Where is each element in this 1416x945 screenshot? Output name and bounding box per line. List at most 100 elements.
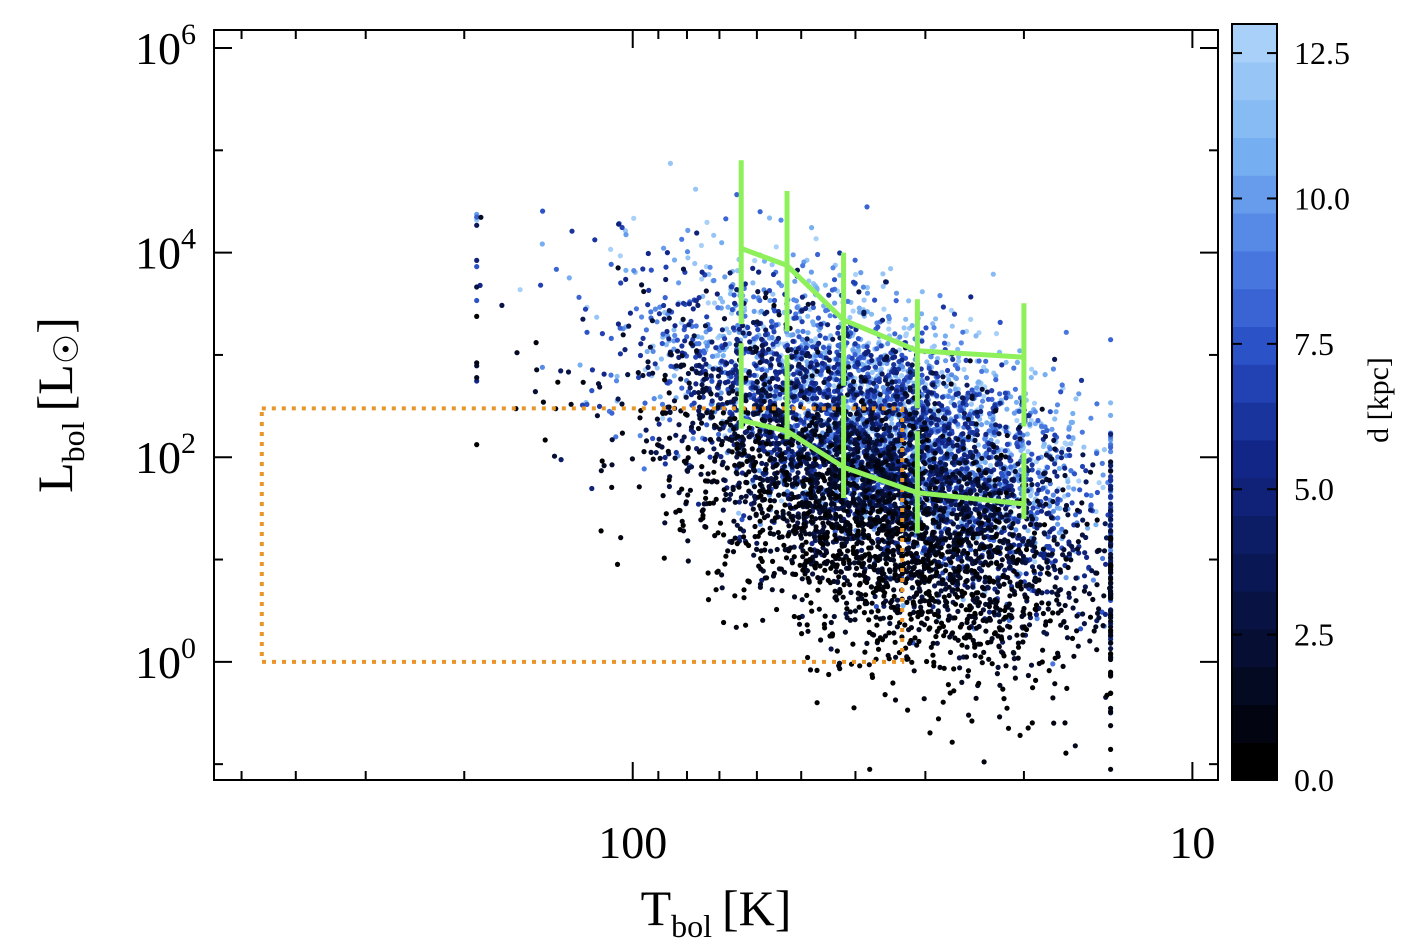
scatter-point — [882, 398, 888, 404]
scatter-point — [676, 422, 682, 428]
scatter-point — [671, 373, 677, 379]
scatter-point — [474, 264, 480, 270]
scatter-point — [709, 398, 715, 404]
scatter-point — [978, 568, 985, 574]
scatter-point — [934, 422, 940, 428]
scatter-point — [722, 336, 728, 342]
scatter-point — [1054, 505, 1060, 511]
scatter-point — [722, 274, 728, 280]
scatter-point — [825, 322, 831, 328]
scatter-point — [1069, 419, 1075, 425]
scatter-point — [811, 534, 818, 540]
scatter-point — [800, 328, 806, 334]
scatter-point — [981, 364, 987, 370]
scatter-point — [1071, 471, 1078, 477]
scatter-point — [752, 258, 758, 264]
scatter-point — [964, 466, 970, 472]
scatter-point — [910, 416, 916, 422]
scatter-point — [615, 396, 621, 402]
scatter-point — [1002, 567, 1008, 573]
scatter-point — [743, 493, 749, 499]
scatter-point — [990, 416, 996, 422]
scatter-point — [892, 354, 898, 360]
scatter-point — [1012, 434, 1018, 441]
scatter-point — [864, 344, 870, 350]
scatter-point — [982, 459, 988, 465]
scatter-point — [1029, 482, 1035, 488]
scatter-point — [1040, 429, 1046, 435]
scatter-point — [1029, 366, 1035, 372]
scatter-point — [1065, 492, 1071, 498]
scatter-point — [1066, 434, 1072, 440]
scatter-point — [1038, 551, 1044, 558]
scatter-point — [935, 428, 941, 434]
scatter-point — [986, 455, 992, 461]
scatter-point — [1035, 417, 1041, 424]
scatter-point — [1108, 449, 1114, 455]
scatter-point — [661, 245, 667, 251]
scatter-point — [993, 331, 1000, 337]
scatter-point — [886, 313, 892, 320]
scatter-point — [830, 265, 836, 271]
scatter-point — [719, 358, 725, 364]
scatter-point — [1044, 464, 1051, 470]
scatter-point — [584, 329, 590, 335]
scatter-point — [756, 468, 762, 474]
scatter-point — [693, 186, 699, 192]
scatter-point — [1036, 487, 1042, 493]
scatter-point — [988, 423, 995, 429]
scatter-point — [965, 584, 971, 590]
scatter-point — [701, 356, 707, 362]
scatter-point — [1090, 462, 1096, 468]
scatter-point — [861, 311, 867, 317]
scatter-point — [822, 282, 829, 288]
scatter-point — [566, 275, 572, 281]
scatter-point — [870, 380, 877, 386]
scatter-point — [1041, 441, 1047, 447]
scatter-point — [710, 366, 716, 372]
scatter-point — [661, 316, 667, 322]
scatter-point — [993, 422, 999, 428]
scatter-point — [865, 433, 871, 439]
scatter-point — [1029, 462, 1035, 468]
scatter-point — [1004, 406, 1010, 412]
scatter-point — [819, 360, 826, 366]
scatter-point — [1052, 356, 1058, 362]
scatter-point — [695, 501, 702, 507]
scatter-point — [1028, 662, 1035, 668]
scatter-point — [946, 436, 952, 443]
scatter-point — [869, 357, 875, 364]
scatter-point — [1068, 441, 1074, 447]
scatter-point — [763, 461, 769, 468]
scatter-point — [927, 408, 934, 414]
scatter-point — [599, 331, 606, 337]
scatter-point — [887, 402, 893, 408]
scatter-point — [1102, 521, 1108, 527]
scatter-point — [1047, 529, 1053, 535]
scatter-point — [622, 347, 628, 353]
scatter-point — [1049, 589, 1055, 595]
scatter-point — [722, 380, 729, 386]
scatter-point — [1016, 408, 1022, 414]
scatter-point — [934, 393, 940, 399]
scatter-point — [1035, 470, 1041, 476]
scatter-point — [881, 306, 887, 312]
scatter-point — [858, 390, 864, 396]
scatter-point — [733, 367, 739, 373]
scatter-point — [736, 510, 742, 516]
scatter-point — [1009, 477, 1015, 483]
scatter-point — [845, 364, 852, 370]
scatter-point — [955, 608, 961, 615]
scatter-point — [633, 306, 640, 312]
scatter-point — [951, 402, 957, 408]
scatter-point — [919, 330, 925, 336]
scatter-point — [724, 326, 730, 332]
scatter-point — [1081, 573, 1088, 579]
scatter-point — [868, 311, 875, 317]
scatter-point — [979, 368, 985, 374]
scatter-point — [919, 372, 925, 378]
scatter-point — [986, 428, 992, 434]
scatter-point — [608, 246, 614, 252]
scatter-point — [832, 300, 838, 306]
